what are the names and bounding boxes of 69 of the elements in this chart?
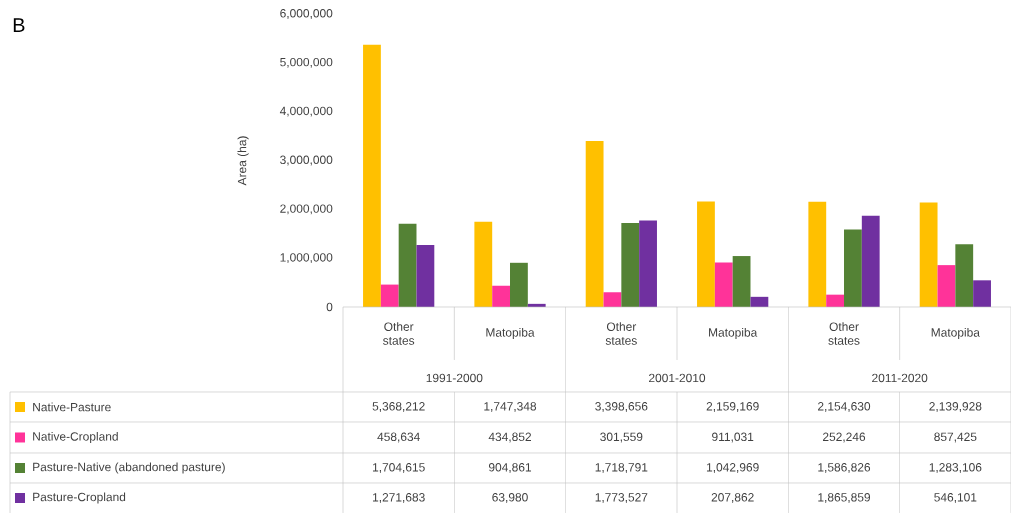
bar — [750, 296, 769, 307]
bar — [937, 265, 956, 307]
bar — [398, 223, 417, 307]
y-tick-label: 3,000,000 — [280, 155, 333, 166]
data-label: 1,586,826 — [818, 463, 871, 473]
y-axis-title: Area (ha) — [237, 136, 249, 186]
bar — [955, 244, 974, 307]
y-tick-label: 1,000,000 — [280, 253, 333, 264]
text: 1991-2000 — [426, 373, 483, 383]
x-tick-label: Matopiba — [486, 327, 535, 340]
bar — [714, 262, 733, 307]
data-label: 63,980 — [492, 493, 528, 503]
data-label: 1,773,527 — [595, 493, 648, 503]
bar — [603, 292, 622, 307]
data-label: 2,154,630 — [818, 402, 871, 412]
data-label: 2,139,928 — [929, 402, 982, 412]
legend-label: Native-Pasture — [33, 402, 111, 412]
bar — [973, 280, 991, 307]
data-label: 1,704,615 — [372, 463, 425, 473]
data-label: 301,559 — [600, 432, 643, 443]
text: 2001-2010 — [649, 373, 706, 383]
y-tick-label: 6,000,000 — [280, 9, 333, 19]
data-label: 911,031 — [712, 432, 754, 443]
data-label: 207,862 — [711, 493, 754, 503]
legend-label: Native-Cropland — [33, 431, 118, 444]
data-label: 3,398,656 — [595, 402, 648, 412]
y-tick-label: 2,000,000 — [280, 204, 333, 215]
y-tick-label: 4,000,000 — [279, 106, 333, 117]
data-label: 1,271,683 — [372, 493, 425, 503]
y-tick-label: 0 — [326, 302, 333, 312]
data-label: 1,718,791 — [595, 463, 648, 473]
data-label: 434,852 — [488, 432, 531, 443]
data-label: 1,865,859 — [818, 493, 871, 503]
x-tick-label: Other states — [383, 322, 415, 345]
bar — [474, 221, 493, 307]
bar — [585, 141, 604, 307]
bar — [732, 256, 751, 307]
x-tick-label: Matopiba — [931, 327, 980, 340]
data-label: 904,861 — [488, 463, 532, 473]
legend-label: Pasture-Cropland — [33, 492, 126, 504]
bar — [639, 220, 657, 307]
bar — [363, 44, 381, 307]
data-label: 546,101 — [934, 493, 977, 503]
bar — [826, 294, 845, 307]
bar — [861, 215, 880, 307]
bar — [416, 244, 435, 307]
data-label: 857,425 — [934, 432, 977, 443]
x-tick-label: Other states — [828, 322, 860, 345]
data-label: 5,368,212 — [372, 402, 425, 412]
data-label: 1,283,106 — [929, 463, 982, 473]
x-tick-label: Matopiba — [709, 327, 758, 340]
data-label: 252,246 — [822, 432, 866, 443]
bar — [492, 285, 511, 307]
bar — [697, 201, 715, 307]
data-label: 2,159,169 — [706, 402, 759, 412]
text: B — [13, 18, 25, 32]
bar — [808, 201, 827, 307]
bar — [844, 229, 862, 307]
bar — [621, 223, 640, 307]
data-label: 1,747,348 — [484, 402, 537, 412]
legend-label: Pasture-Native (abandoned pasture) — [33, 462, 225, 474]
x-tick-label: Other states — [605, 322, 637, 345]
bar — [380, 284, 399, 307]
data-label: 1,042,969 — [706, 463, 759, 473]
data-label: 458,634 — [377, 432, 420, 443]
y-tick-label: 5,000,000 — [280, 57, 333, 68]
text: 2011-2020 — [872, 373, 928, 383]
bar — [510, 262, 528, 307]
bar — [919, 202, 938, 307]
